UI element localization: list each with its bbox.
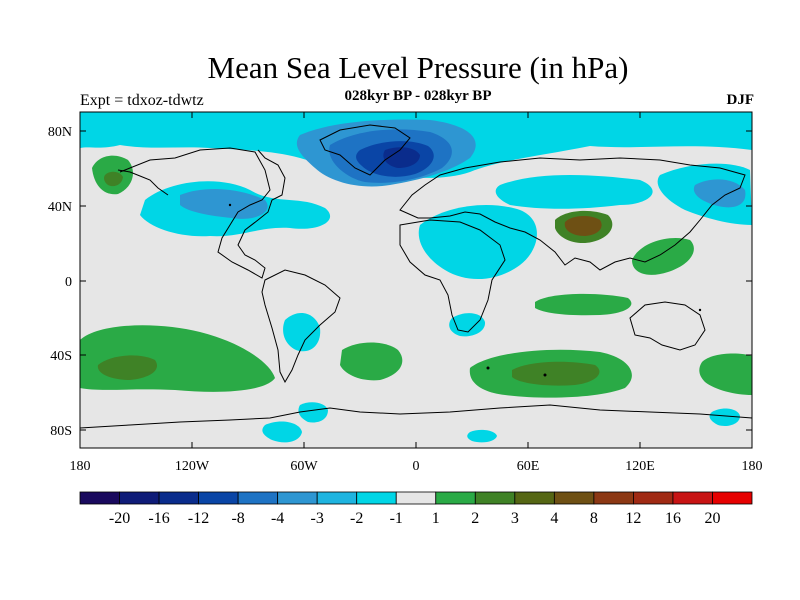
anomaly-region-tibet-core — [564, 216, 602, 236]
x-tick-label: 120E — [625, 459, 655, 474]
coast-eurasia — [399, 157, 746, 271]
y-tick-label: 40N — [48, 200, 72, 215]
colorbar-label: 2 — [471, 510, 479, 527]
colorbar-swatch — [395, 491, 437, 505]
island-marker — [543, 373, 547, 377]
colorbar-label: 12 — [625, 510, 641, 527]
colorbar-swatch — [474, 491, 516, 505]
colorbar-label: 16 — [665, 510, 681, 527]
y-tick-label: 40S — [50, 349, 72, 364]
y-tick-label: 80N — [48, 125, 72, 140]
colorbar-swatch — [198, 491, 239, 505]
x-tick-label: 180 — [70, 459, 91, 474]
colorbar-label: 4 — [550, 510, 558, 527]
colorbar-label: -16 — [148, 510, 169, 527]
season-label: DJF — [726, 92, 755, 108]
x-tick-label: 180 — [742, 459, 763, 474]
colorbar-label: -2 — [350, 510, 363, 527]
colorbar-label: 3 — [511, 510, 519, 527]
island-marker — [228, 203, 232, 207]
colorbar-label: -1 — [390, 510, 403, 527]
anomaly-region-greenland-core — [383, 147, 420, 168]
x-tick-label: 0 — [413, 459, 420, 474]
coast-antarctica — [80, 404, 752, 429]
colorbar-swatch — [593, 491, 634, 505]
anomaly-region-africa — [418, 205, 537, 280]
anomaly-region-south-america — [283, 313, 321, 352]
colorbar-swatch — [79, 491, 120, 505]
experiment-label: Expt = tdxoz-tdwtz — [80, 92, 204, 109]
coast-alaska — [117, 169, 169, 196]
colorbar-swatch — [158, 491, 199, 505]
y-tick-label: 80S — [50, 424, 72, 439]
coastlines — [80, 124, 752, 429]
colorbar-label: 20 — [704, 510, 720, 527]
colorbar-label: -3 — [311, 510, 324, 527]
island-marker — [698, 308, 702, 312]
chart-title: Mean Sea Level Pressure (in hPa) — [207, 50, 629, 85]
island-marker — [486, 366, 490, 370]
y-tick-label: 0 — [65, 275, 72, 290]
axis-ticks — [80, 112, 752, 448]
chart-subtitle: 028kyr BP - 028kyr BP — [344, 88, 492, 104]
anomaly-region-south-pacific-core — [97, 355, 158, 380]
colorbar-label: -8 — [231, 510, 244, 527]
anomaly-region-east-asia-2 — [693, 179, 746, 208]
colorbar: -20 -16 -12 -8 -4 -3 -2 -1 1 2 3 4 8 12 16 20 — [79, 491, 753, 527]
colorbar-label: 1 — [432, 510, 440, 527]
colorbar-swatch — [119, 491, 160, 505]
x-tick-label: 60E — [517, 459, 540, 474]
anomaly-region-antarctica-1 — [298, 402, 328, 423]
coast-north-america — [119, 147, 286, 279]
anomaly-region-west-pacific — [632, 238, 694, 275]
colorbar-swatch — [553, 491, 595, 505]
anomaly-region-antarctica-4 — [709, 408, 740, 426]
colorbar-swatch — [237, 491, 279, 505]
anomaly-region-south-atlantic — [340, 342, 403, 381]
colorbar-swatch — [712, 491, 753, 505]
anomaly-region-north-pacific-pos-core — [104, 171, 123, 187]
coast-africa — [399, 219, 506, 333]
colorbar-swatch — [356, 491, 397, 505]
colorbar-swatch — [672, 491, 713, 505]
anomaly-region-north-america-2 — [180, 188, 268, 219]
anomaly-region-tasman — [699, 353, 752, 395]
x-tick-label: 120W — [175, 459, 210, 474]
colorbar-swatch — [435, 491, 476, 505]
colorbar-swatch — [633, 491, 674, 505]
coast-south-america — [261, 269, 341, 384]
x-tick-label: 60W — [290, 459, 318, 474]
anomaly-region-south-indian-core — [512, 361, 600, 386]
colorbar-swatch — [277, 491, 318, 505]
colorbar-label: -4 — [271, 510, 284, 527]
colorbar-label: -12 — [188, 510, 209, 527]
anomaly-region-antarctica-2 — [262, 421, 302, 443]
anomaly-region-antarctica-3 — [467, 429, 497, 443]
colorbar-label: 8 — [590, 510, 598, 527]
small-islands — [228, 203, 702, 377]
anomaly-region-south-africa — [449, 313, 486, 337]
anomaly-region-indian-ocean — [535, 293, 632, 316]
anomaly-region-siberia — [495, 175, 653, 209]
colorbar-label: -20 — [109, 510, 130, 527]
x-axis-labels: 180 120W 60W 0 60E 120E 180 — [70, 459, 763, 474]
map-area — [80, 112, 752, 448]
coast-greenland — [319, 124, 411, 176]
colorbar-swatch — [316, 491, 358, 505]
coast-australia — [629, 301, 706, 351]
colorbar-swatch — [514, 491, 555, 505]
y-axis-labels: 80N 40N 0 40S 80S — [48, 125, 72, 439]
